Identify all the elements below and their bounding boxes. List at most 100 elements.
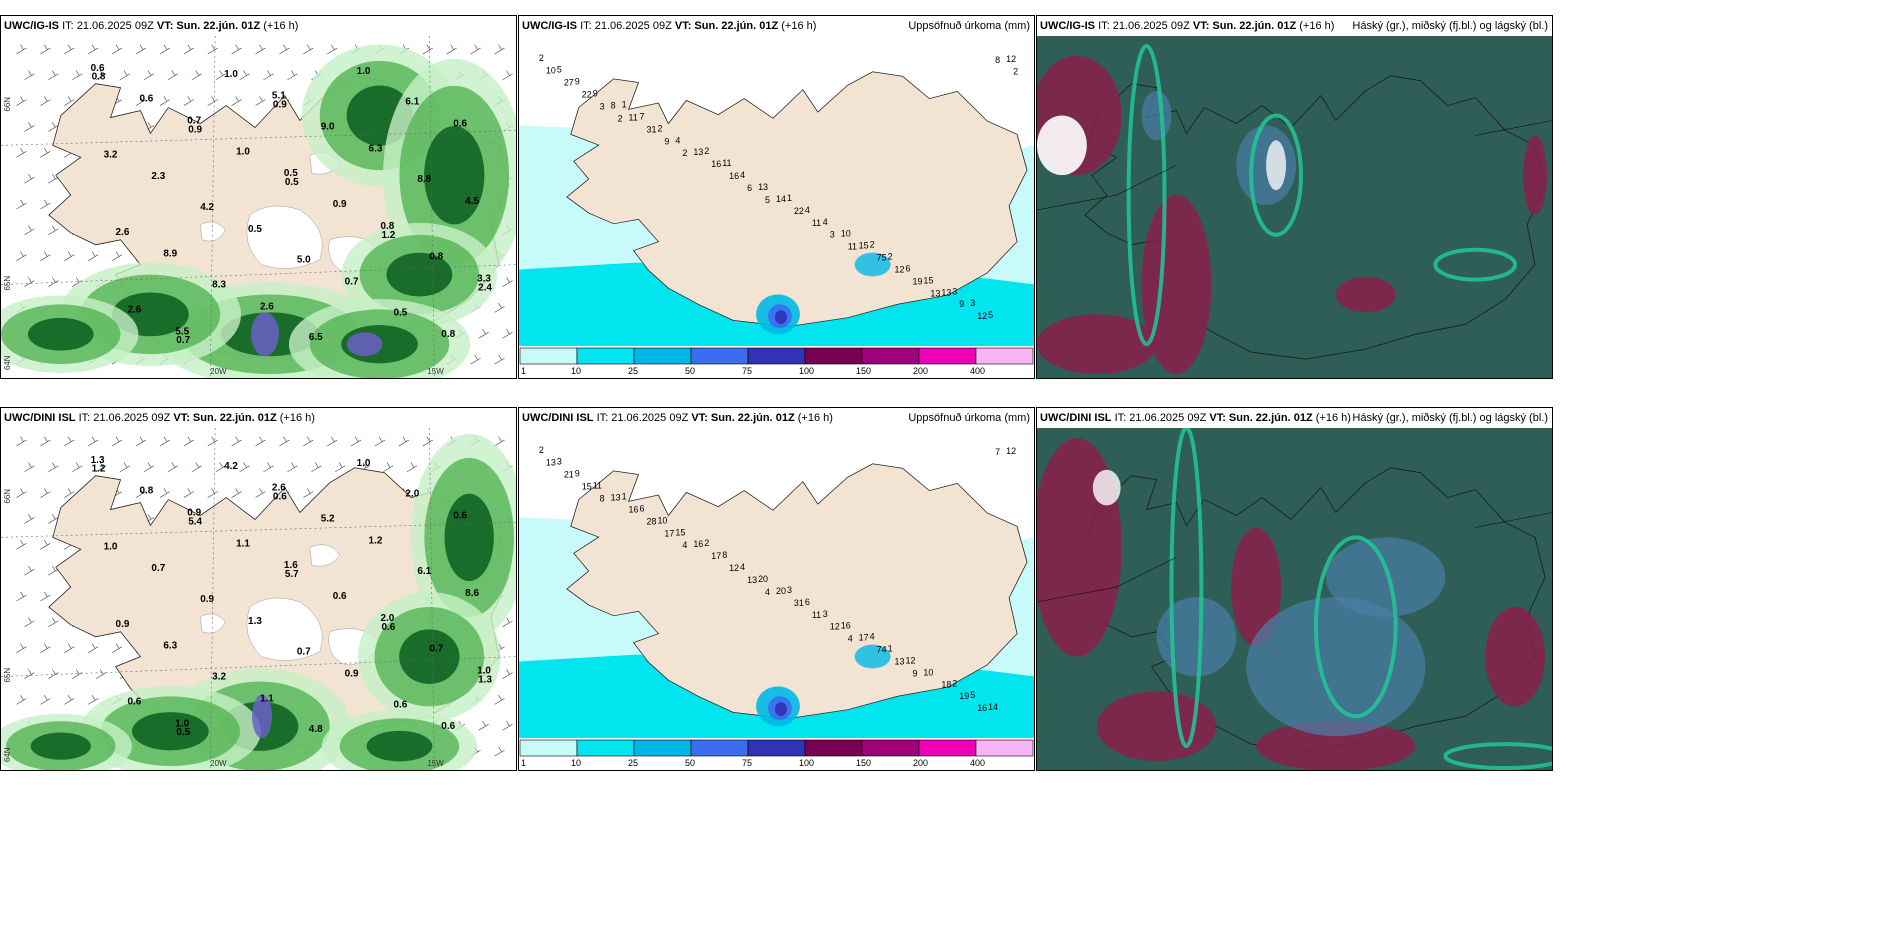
wind-barb [111, 44, 123, 55]
axis-label: 64N [3, 355, 12, 370]
precip-value: 0.5 [248, 224, 262, 235]
precip-value: 5.1 [272, 91, 286, 102]
acc-band-25 [854, 644, 891, 669]
legend-swatch [576, 347, 635, 365]
accum-precip-map: 2 1 2 1 2 3 5 7 11 4 2 3 9 2 4 4 6 5 9 4 13 10 15 12 8 13 14 15 13 10… [519, 36, 1034, 346]
wind-barb [64, 44, 75, 55]
iceland-coastline [1084, 75, 1546, 360]
precip-max [252, 694, 272, 739]
legend-tick-label: 150 [856, 758, 871, 768]
axis-label: 64N [3, 747, 12, 762]
precip-max [251, 312, 279, 357]
precip-value: 1.0 [224, 69, 238, 80]
wind-barb [40, 591, 51, 602]
legend-swatch [975, 739, 1034, 757]
panel-precip-rate-ig: UWC/IG-IS IT: 21.06.2025 09Z VT: Sun. 22… [0, 15, 517, 379]
longitude-line [209, 428, 216, 770]
precip-value: 1.0 [477, 666, 491, 677]
wind-barb [48, 173, 59, 184]
wind-barb [95, 70, 107, 81]
wind-barb [502, 328, 513, 339]
legend-swatch [861, 739, 920, 757]
lead-time: (+16 h) [1299, 20, 1335, 32]
accum-value: 3 [557, 457, 562, 467]
precip-value: 2.0 [405, 489, 419, 500]
precip-heavy [27, 317, 94, 351]
precip-value: 1.1 [260, 693, 274, 704]
precip-value: 5.2 [321, 513, 335, 524]
accum-value: 11 [722, 158, 731, 168]
wind-barb [494, 44, 505, 55]
accum-value: 15 [859, 241, 869, 251]
high-cloud-edge [1249, 113, 1303, 237]
mid-cloud [1096, 691, 1217, 762]
precip-heavy [399, 629, 460, 685]
accum-value: 75 [877, 253, 887, 263]
precip-value: 0.9 [345, 669, 359, 680]
wind-barb [111, 251, 123, 261]
high-cloud-edge [1443, 742, 1552, 770]
wind-barb [422, 44, 434, 55]
valid-time-label: VT: [1209, 412, 1226, 424]
precip-value: 1.3 [91, 455, 105, 466]
wind-barb [16, 96, 27, 106]
field-title: Háský (gr.), miðský (fj.bl.) og lágský (… [1352, 412, 1548, 424]
accum-value: 4 [682, 540, 687, 550]
mid-cloud [1141, 195, 1212, 375]
legend-tick-label: 50 [685, 758, 695, 768]
accum-value: 20 [776, 586, 786, 596]
longitude-line [429, 428, 435, 770]
wind-barb [16, 488, 27, 498]
precip-value: 8.6 [465, 588, 479, 599]
wind-barb [16, 44, 27, 55]
legend-swatch [804, 347, 863, 365]
model-name: UWC/IG-IS [522, 20, 577, 32]
accum-value: 22 [582, 90, 592, 100]
lead-time: (+16 h) [797, 412, 833, 424]
precip-value: 0.5 [284, 168, 298, 179]
legend-tick-label: 400 [970, 366, 985, 376]
legend-tick-label: 75 [742, 366, 752, 376]
wind-barb [48, 565, 59, 576]
precip-value: 1.2 [92, 464, 106, 475]
wind-barb [183, 436, 194, 447]
wind-barb [287, 462, 298, 473]
wind-barb [16, 251, 27, 261]
legend-tick-label: 100 [799, 366, 814, 376]
legend-tick-label: 150 [856, 366, 871, 376]
accum-value: 16 [629, 504, 639, 514]
accum-value: 31 [794, 598, 804, 608]
wind-barb [48, 122, 59, 132]
accum-value: 3 [952, 286, 957, 296]
wind-barb [303, 44, 314, 55]
accum-value: 9 [593, 89, 598, 99]
axis-label: 20W [210, 759, 227, 768]
legend-tick-label: 75 [742, 758, 752, 768]
valid-time: Sun. 22.jún. 01Z [1212, 20, 1297, 32]
wind-barb [382, 462, 394, 473]
accum-value: 8 [995, 55, 1000, 65]
wind-barb [16, 199, 27, 210]
precip-value: 1.0 [357, 458, 371, 469]
accum-value: 6 [747, 183, 752, 193]
acc-band-75 [775, 702, 787, 717]
precip-value: 3.2 [104, 149, 118, 160]
graticule-line [1116, 556, 1177, 588]
precip-value: 8.9 [163, 249, 177, 260]
wind-barb [72, 462, 83, 473]
wind-barb [40, 44, 51, 55]
precip-value: 0.6 [91, 63, 105, 74]
wind-barb [40, 199, 51, 210]
axis-label: 15W [427, 759, 444, 768]
wind-barb [40, 436, 51, 447]
wind-barb [88, 643, 99, 653]
wind-barb [95, 462, 107, 473]
accum-value: 5 [557, 65, 562, 75]
wind-barb [215, 462, 226, 473]
accum-value: 7 [640, 111, 645, 121]
precip-value: 6.1 [405, 97, 419, 108]
precip-value: 2.0 [381, 613, 395, 624]
wind-barb [40, 147, 51, 158]
precip-heavy [366, 730, 433, 762]
accum-values: 2121235711423924465941310151281314151310… [539, 53, 1018, 321]
